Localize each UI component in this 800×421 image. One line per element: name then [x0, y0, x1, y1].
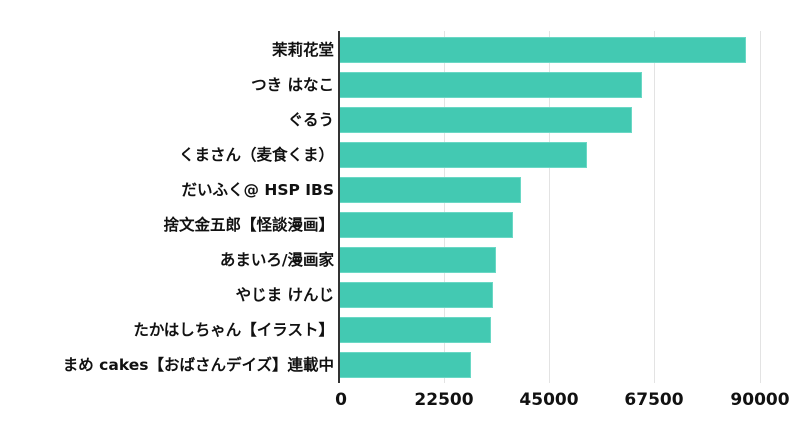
bar-row: ぐるう — [0, 107, 800, 133]
x-tick-label: 0 — [335, 390, 347, 410]
bar — [339, 317, 491, 343]
category-label: やじま けんじ — [235, 286, 334, 304]
gridline-90000 — [760, 31, 761, 383]
bar-row: くまさん（麦食くま） — [0, 142, 800, 168]
category-label: まめ cakes【おばさんデイズ】連載中 — [62, 356, 334, 374]
category-label: 茉莉花堂 — [271, 41, 334, 59]
bar-row: あまいろ/漫画家 — [0, 247, 800, 273]
gridline-22500 — [444, 31, 445, 383]
x-tick-label: 67500 — [624, 390, 684, 410]
bar — [339, 37, 747, 63]
x-tick-label: 45000 — [519, 390, 579, 410]
category-label: だいふく@ HSP IBS — [181, 181, 334, 199]
gridline-45000 — [549, 31, 550, 383]
bar — [339, 212, 514, 238]
bar-row: だいふく@ HSP IBS — [0, 177, 800, 203]
bar — [339, 72, 642, 98]
gridline-67500 — [654, 31, 655, 383]
bar — [339, 142, 588, 168]
category-label: ぐるう — [287, 111, 334, 129]
bar-row: つき はなこ — [0, 72, 800, 98]
category-label: 捨文金五郎【怪談漫画】 — [163, 216, 334, 234]
bar-row: 茉莉花堂 — [0, 37, 800, 63]
y-axis-line — [338, 31, 340, 383]
x-tick-label: 90000 — [730, 390, 790, 410]
x-tick-label: 22500 — [414, 390, 474, 410]
bar-row: やじま けんじ — [0, 282, 800, 308]
bar-row: まめ cakes【おばさんデイズ】連載中 — [0, 352, 800, 378]
category-label: くまさん（麦食くま） — [178, 146, 334, 164]
category-label: つき はなこ — [251, 76, 334, 94]
bar — [339, 282, 494, 308]
bar — [339, 352, 471, 378]
category-label: あまいろ/漫画家 — [219, 251, 334, 269]
bar — [339, 177, 521, 203]
category-label: たかはしちゃん【イラスト】 — [133, 321, 334, 339]
bar — [339, 107, 632, 133]
bar — [339, 247, 496, 273]
bar-row: たかはしちゃん【イラスト】 — [0, 317, 800, 343]
bar-row: 捨文金五郎【怪談漫画】 — [0, 212, 800, 238]
